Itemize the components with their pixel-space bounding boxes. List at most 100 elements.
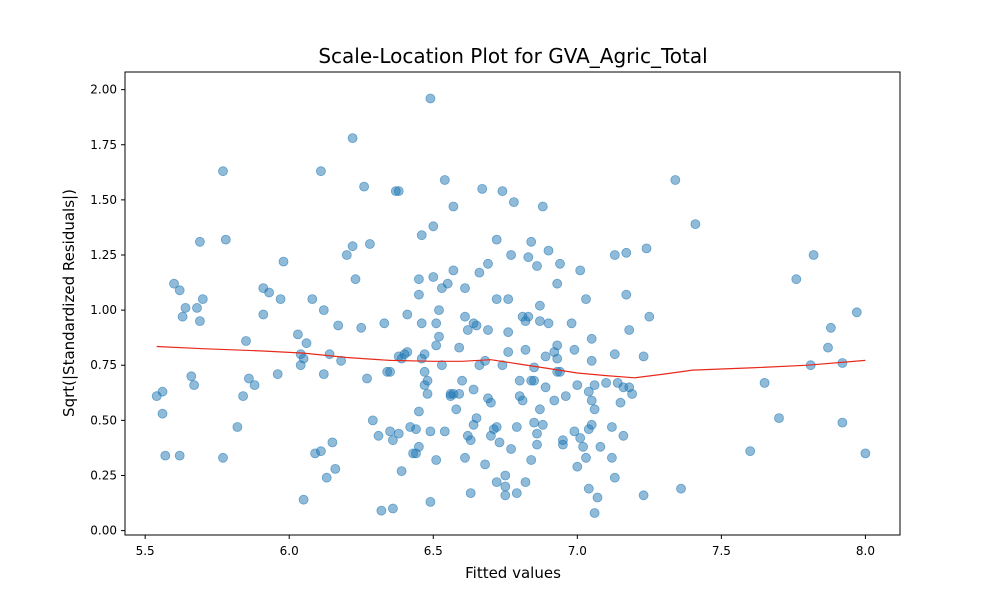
data-point: [552, 340, 563, 351]
x-tick-label: 7.0: [568, 544, 587, 558]
data-point: [497, 360, 508, 371]
data-point: [520, 344, 531, 355]
data-point: [670, 175, 681, 185]
data-point: [745, 446, 756, 457]
data-point: [413, 274, 424, 285]
data-point: [477, 183, 488, 194]
data-point: [402, 309, 413, 320]
data-point: [535, 404, 545, 415]
data-point: [422, 388, 433, 399]
data-point: [189, 380, 200, 391]
data-point: [491, 234, 502, 245]
data-point: [373, 430, 384, 441]
data-point: [471, 413, 482, 424]
y-tick-label: 1.00: [90, 303, 117, 317]
data-point: [186, 371, 197, 382]
data-point: [543, 245, 554, 256]
data-point: [485, 397, 496, 408]
data-point: [621, 289, 632, 300]
data-point: [511, 422, 522, 432]
y-tick-label: 0.25: [90, 468, 117, 482]
data-point: [638, 490, 649, 501]
data-point: [387, 503, 398, 514]
data-point: [583, 386, 594, 397]
data-point: [615, 397, 626, 408]
data-point: [774, 413, 784, 424]
data-point: [690, 219, 701, 230]
data-point: [641, 243, 652, 254]
data-point: [218, 452, 228, 463]
data-point: [419, 349, 430, 360]
data-point: [540, 351, 551, 362]
x-tick-label: 8.0: [856, 544, 875, 558]
data-point: [157, 408, 168, 419]
data-point: [174, 285, 185, 296]
data-point: [324, 349, 335, 360]
data-point: [589, 380, 600, 391]
data-point: [523, 252, 534, 263]
data-point: [413, 289, 424, 300]
data-point: [526, 236, 537, 247]
data-point: [535, 316, 545, 327]
data-point: [439, 426, 450, 437]
data-point: [607, 452, 617, 463]
data-point: [537, 201, 548, 212]
data-point: [514, 375, 525, 386]
data-point: [451, 404, 462, 415]
data-point: [160, 450, 171, 461]
data-point: [218, 166, 228, 177]
data-point: [448, 265, 459, 276]
x-tick-label: 6.0: [280, 544, 299, 558]
x-axis-ticks: 5.5 6.0 6.5 7.0 7.5 8.0: [136, 535, 875, 558]
data-point: [520, 477, 531, 488]
data-point: [583, 483, 594, 494]
data-point: [607, 422, 617, 432]
data-point: [258, 309, 269, 320]
data-point: [589, 508, 600, 518]
data-point: [503, 347, 514, 357]
data-point: [278, 256, 289, 267]
data-point: [468, 384, 479, 395]
data-point: [517, 395, 528, 406]
data-point: [454, 388, 465, 399]
data-point: [569, 344, 580, 355]
data-point: [503, 327, 514, 338]
data-point: [506, 444, 517, 454]
data-point: [621, 247, 632, 258]
data-point: [232, 422, 243, 432]
data-point: [480, 459, 491, 470]
data-point: [471, 320, 482, 331]
data-point: [826, 322, 836, 333]
data-point: [549, 395, 560, 406]
data-point: [272, 369, 283, 380]
data-point: [194, 236, 205, 247]
data-point: [503, 294, 514, 305]
data-point: [586, 333, 597, 344]
data-point: [448, 201, 459, 212]
data-point: [431, 455, 442, 465]
lowess-line: [156, 345, 866, 379]
data-point: [676, 483, 686, 494]
data-point: [592, 492, 603, 503]
data-point: [808, 250, 819, 260]
data-point: [264, 287, 275, 298]
data-point: [220, 234, 231, 245]
data-point: [298, 494, 309, 505]
data-point: [572, 380, 583, 391]
data-point: [385, 426, 396, 437]
data-point: [315, 166, 326, 177]
data-point: [367, 415, 378, 426]
data-point: [416, 230, 427, 241]
data-point: [362, 373, 372, 384]
data-point: [194, 316, 205, 327]
data-point: [644, 311, 655, 322]
data-point: [601, 377, 611, 388]
data-point: [347, 133, 358, 144]
data-point: [823, 342, 833, 353]
data-point: [586, 419, 597, 430]
data-point: [500, 481, 511, 492]
data-point: [586, 355, 597, 366]
data-point: [491, 294, 502, 305]
data-point: [526, 455, 537, 465]
